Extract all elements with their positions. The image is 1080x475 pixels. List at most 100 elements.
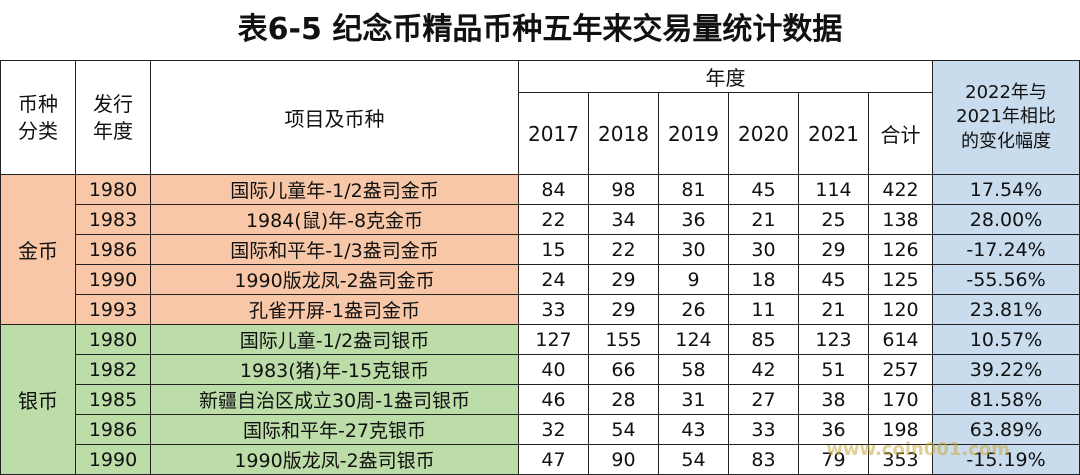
table-cell: 17.54%	[932, 174, 1080, 205]
table-cell: 28.00%	[932, 204, 1080, 235]
table-cell: 51	[798, 354, 869, 385]
table-cell: 98	[588, 174, 659, 205]
table-cell: 27	[728, 384, 799, 415]
table-cell: 63.89%	[932, 414, 1080, 445]
table-cell: 155	[588, 324, 659, 355]
category-cell: 金币	[0, 174, 76, 325]
header-cell: 2020	[728, 92, 799, 175]
table-row: 1990 1990版龙凤-2盎司金币 24 29 9 18 45 125 -55.56%	[1, 264, 1080, 295]
table-cell: -55.56%	[932, 264, 1080, 295]
table-cell: 36	[798, 414, 869, 445]
table-cell: 54	[588, 414, 659, 445]
table-cell: 47	[518, 444, 589, 475]
table-cell: 29	[798, 234, 869, 265]
table-cell: 36	[658, 204, 729, 235]
table-cell: 1990	[75, 444, 151, 475]
table-cell: 81.58%	[932, 384, 1080, 415]
table-cell: -17.24%	[932, 234, 1080, 265]
table-cell: 国际儿童年-1/2盎司金币	[150, 174, 519, 205]
table-cell: 1984(鼠)年-8克金币	[150, 204, 519, 235]
table-cell: 26	[658, 294, 729, 325]
header-cell-text: 币种分类	[18, 91, 58, 143]
table-cell: 23.81%	[932, 294, 1080, 325]
table-cell: 126	[867, 234, 934, 265]
table-cell: 22	[588, 234, 659, 265]
category-cell: 银币	[0, 324, 76, 475]
table-row: 1983 1984(鼠)年-8克金币 22 34 36 21 25 138 28.00%	[1, 204, 1080, 235]
header-cell: 币种分类	[0, 60, 76, 175]
table-cell: 1993	[75, 294, 151, 325]
table-cell: 33	[728, 414, 799, 445]
header-cell: 合计	[867, 92, 934, 175]
table-cell: 31	[658, 384, 729, 415]
table-cell: 45	[798, 264, 869, 295]
table-cell: 15	[518, 234, 589, 265]
table-cell: 1990	[75, 264, 151, 295]
table-cell: 1983	[75, 204, 151, 235]
table-cell: 34	[588, 204, 659, 235]
table-cell: 21	[798, 294, 869, 325]
table-cell: 1990版龙凤-2盎司金币	[150, 264, 519, 295]
header-cell: 2022年与2021年相比的变化幅度	[932, 60, 1080, 175]
table-cell: 85	[728, 324, 799, 355]
table-cell: 127	[518, 324, 589, 355]
watermark: www.coin001.com	[826, 439, 1010, 460]
table-cell: 30	[658, 234, 729, 265]
table-cell: 国际儿童-1/2盎司银币	[150, 324, 519, 355]
table-cell: 353	[867, 444, 934, 475]
table-cell: 22	[518, 204, 589, 235]
header-cell: 项目及币种	[150, 60, 519, 175]
table-cell: 孔雀开屏-1盎司金币	[150, 294, 519, 325]
table-cell: 29	[588, 264, 659, 295]
table-cell: 58	[658, 354, 729, 385]
table-row: 1985 新疆自治区成立30周-1盎司银币 46 28 31 27 38 170 81.58%	[1, 384, 1080, 415]
table: 币种分类 发行年度 项目及币种 年度 2022年与2021年相比的变化幅度 2017 201…	[0, 60, 1080, 475]
table-cell: 国际和平年-27克银币	[150, 414, 519, 445]
table-cell: 38	[798, 384, 869, 415]
table-cell: 124	[658, 324, 729, 355]
table-cell: 21	[728, 204, 799, 235]
table-cell: 28	[588, 384, 659, 415]
table-cell: -15.19%	[932, 444, 1080, 475]
table-cell: 国际和平年-1/3盎司金币	[150, 234, 519, 265]
table-cell: 125	[867, 264, 934, 295]
table-cell: 123	[798, 324, 869, 355]
table-cell: 33	[518, 294, 589, 325]
header-cell: 发行年度	[75, 60, 151, 175]
table-cell: 11	[728, 294, 799, 325]
table-cell: 614	[867, 324, 934, 355]
header-cell: 2017	[518, 92, 589, 175]
table-cell: 18	[728, 264, 799, 295]
table-cell: 83	[728, 444, 799, 475]
table-cell: 新疆自治区成立30周-1盎司银币	[150, 384, 519, 415]
header-cell-text: 发行年度	[93, 91, 133, 143]
table-cell: 170	[867, 384, 934, 415]
table-cell: 24	[518, 264, 589, 295]
table-cell: 54	[658, 444, 729, 475]
table-cell: 90	[588, 444, 659, 475]
header-cell: 2019	[658, 92, 729, 175]
table-cell: 81	[658, 174, 729, 205]
table-cell: 32	[518, 414, 589, 445]
table-cell: 40	[518, 354, 589, 385]
header-cell-text: 2022年与2021年相比的变化幅度	[956, 82, 1056, 152]
table-cell: 29	[588, 294, 659, 325]
table-cell: 198	[867, 414, 934, 445]
table-cell: 114	[798, 174, 869, 205]
table-row: 1982 1983(猪)年-15克银币 40 66 58 42 51 257 39.22%	[1, 354, 1080, 385]
table-cell: 66	[588, 354, 659, 385]
table-cell: 1985	[75, 384, 151, 415]
table-cell: 30	[728, 234, 799, 265]
table-cell: 1980	[75, 174, 151, 205]
table-cell: 120	[867, 294, 934, 325]
table-row: 币种分类 发行年度 项目及币种 年度 2022年与2021年相比的变化幅度	[0, 60, 1080, 175]
table-cell: 1980	[75, 324, 151, 355]
header-cell: 2021	[798, 92, 869, 175]
table-row: 1986 国际和平年-1/3盎司金币 15 22 30 30 29 126 -17.24%	[1, 234, 1080, 265]
table-cell: 39.22%	[932, 354, 1080, 385]
table-cell: 138	[867, 204, 934, 235]
table-cell: 79	[798, 444, 869, 475]
table-row: 1993 孔雀开屏-1盎司金币 33 29 26 11 21 120 23.81%	[1, 294, 1080, 325]
header-cell: 年度	[517, 60, 934, 93]
